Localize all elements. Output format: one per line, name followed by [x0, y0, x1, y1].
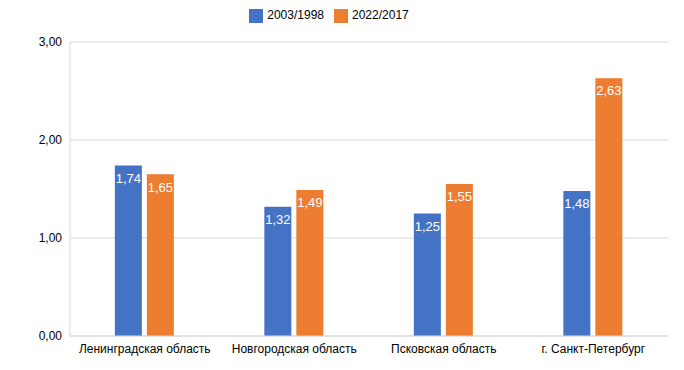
- svg-text:2,63: 2,63: [596, 83, 621, 98]
- svg-text:Псковская область: Псковская область: [391, 342, 496, 356]
- svg-text:1,49: 1,49: [297, 195, 322, 210]
- svg-text:3,00: 3,00: [39, 35, 63, 49]
- svg-text:г. Санкт-Петербург: г. Санкт-Петербург: [541, 342, 645, 356]
- svg-text:Ленинградская область: Ленинградская область: [79, 342, 211, 356]
- svg-text:1,65: 1,65: [148, 180, 173, 195]
- html-text:2022/2017: 2022/2017: [352, 8, 409, 22]
- svg-text:0,00: 0,00: [39, 329, 63, 343]
- svg-text:1,32: 1,32: [265, 212, 290, 227]
- svg-text:1,00: 1,00: [39, 231, 63, 245]
- svg-text:1,74: 1,74: [116, 171, 141, 186]
- svg-text:1,25: 1,25: [415, 219, 440, 234]
- svg-text:1,48: 1,48: [564, 196, 589, 211]
- html-text:2003/1998: 2003/1998: [267, 8, 324, 22]
- svg-text:2,00: 2,00: [39, 133, 63, 147]
- svg-text:Новгородская область: Новгородская область: [232, 342, 357, 356]
- svg-text:1,55: 1,55: [447, 189, 472, 204]
